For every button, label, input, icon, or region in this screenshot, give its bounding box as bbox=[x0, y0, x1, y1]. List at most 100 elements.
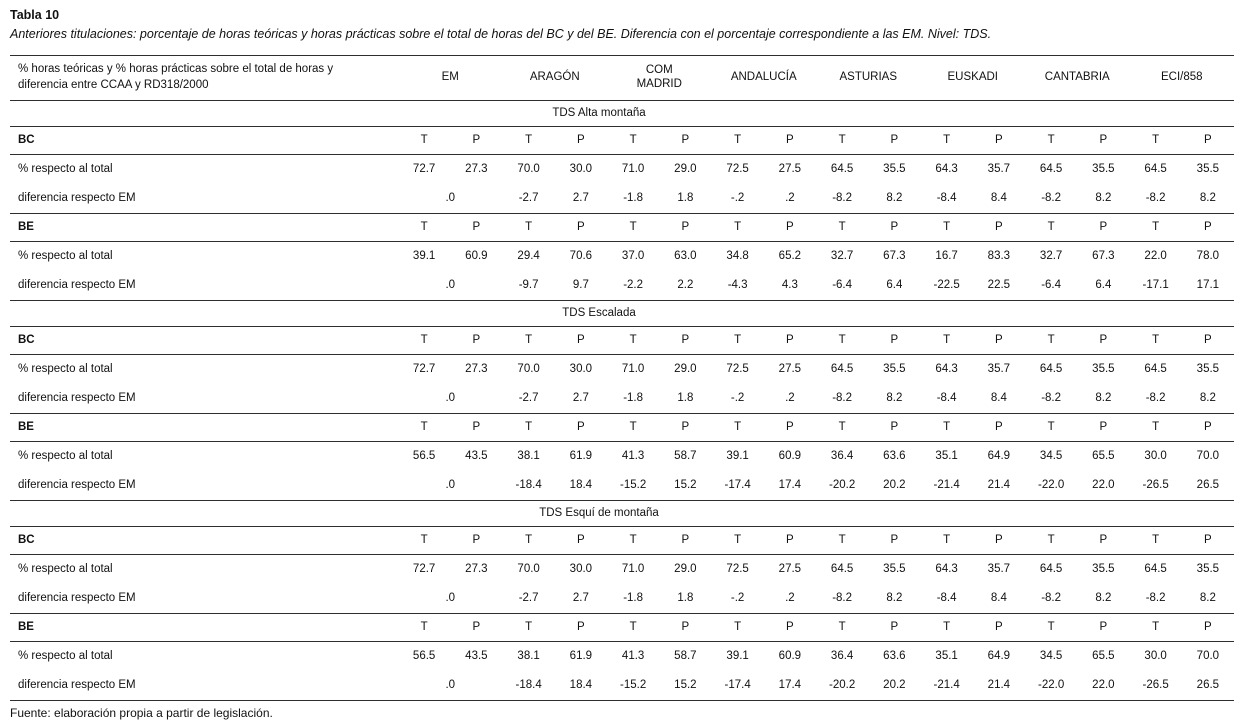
block-header-row: BC T P T P T P T P T P T P T P T P bbox=[10, 326, 1234, 355]
value-cell: 1.8 bbox=[659, 183, 712, 214]
value-cell: -15.2 bbox=[607, 670, 660, 701]
block-label: BE bbox=[10, 413, 398, 442]
value-cell: 64.5 bbox=[830, 163, 854, 176]
subcolumn-header: T bbox=[398, 413, 451, 442]
value-cell: -.2 bbox=[711, 383, 764, 414]
row-label-dif: diferencia respecto EM bbox=[10, 183, 398, 214]
subcolumn-header: P bbox=[1077, 126, 1130, 155]
value-cell: 2.7 bbox=[554, 383, 607, 414]
value-cell: 60.9 bbox=[465, 250, 488, 263]
subcolumn-header: P bbox=[554, 126, 607, 155]
value-cell: 34.8 bbox=[726, 250, 749, 263]
subcolumn-header: T bbox=[398, 613, 451, 642]
value-cell: 8.2 bbox=[1077, 383, 1130, 414]
subcolumn-header: T bbox=[502, 213, 555, 242]
value-cell: 71.0 bbox=[621, 563, 645, 576]
value-cell: 8.2 bbox=[1181, 583, 1234, 614]
subcolumn-header: P bbox=[868, 326, 921, 355]
value-cell: 8.2 bbox=[1077, 583, 1130, 614]
value-cell: 61.9 bbox=[569, 450, 593, 463]
value-cell: 8.2 bbox=[1181, 383, 1234, 414]
column-header: CANTABRIA bbox=[1025, 55, 1130, 101]
value-cell: -1.8 bbox=[607, 583, 660, 614]
value-cell: 27.5 bbox=[778, 363, 802, 376]
value-cell: -2.7 bbox=[502, 583, 555, 614]
value-cell: 64.5 bbox=[1144, 163, 1167, 176]
value-cell: -.2 bbox=[711, 183, 764, 214]
subcolumn-header: P bbox=[868, 126, 921, 155]
value-cell: 32.7 bbox=[830, 250, 854, 263]
value-cell: -8.2 bbox=[816, 383, 869, 414]
value-cell: 18.4 bbox=[554, 470, 607, 501]
value-cell: 38.1 bbox=[517, 450, 540, 463]
value-cell: -8.2 bbox=[1025, 383, 1078, 414]
subcolumn-header: T bbox=[920, 326, 973, 355]
subcolumn-header: P bbox=[972, 213, 1025, 242]
value-cell: 35.5 bbox=[1092, 163, 1115, 176]
value-cell: 39.1 bbox=[726, 650, 749, 663]
value-cell: 2.2 bbox=[659, 270, 712, 301]
value-cell: 35.5 bbox=[883, 163, 906, 176]
value-cell: 70.0 bbox=[517, 563, 540, 576]
subcolumn-header: T bbox=[607, 326, 660, 355]
value-cell: 72.7 bbox=[412, 363, 436, 376]
value-cell: 17.4 bbox=[763, 470, 816, 501]
value-cell: 27.5 bbox=[778, 163, 802, 176]
value-cell: -17.4 bbox=[711, 470, 764, 501]
subcolumn-header: P bbox=[868, 613, 921, 642]
value-cell: 58.7 bbox=[674, 650, 697, 663]
value-cell-merged: .0 bbox=[398, 470, 503, 501]
value-cell: 8.4 bbox=[972, 383, 1025, 414]
column-header: COM MADRID bbox=[607, 55, 712, 101]
value-cell: 29.0 bbox=[674, 363, 697, 376]
subcolumn-header: P bbox=[554, 326, 607, 355]
subcolumn-header: T bbox=[502, 126, 555, 155]
row-label-pct: % respecto al total bbox=[18, 650, 113, 663]
subcolumn-header: T bbox=[920, 526, 973, 555]
value-cell: 17.4 bbox=[763, 670, 816, 701]
value-cell: 63.6 bbox=[883, 450, 906, 463]
dif-row: diferencia respecto EM .0 -2.7 2.7 -1.8 1.8 -.… bbox=[10, 583, 1234, 614]
subcolumn-header: T bbox=[711, 526, 764, 555]
value-cell: 83.3 bbox=[987, 250, 1011, 263]
column-header: ANDALUCÍA bbox=[711, 55, 816, 101]
subcolumn-header: T bbox=[920, 413, 973, 442]
value-cell: 38.1 bbox=[517, 650, 540, 663]
subcolumn-header: T bbox=[502, 413, 555, 442]
value-cell: 65.5 bbox=[1092, 450, 1115, 463]
value-cell: 43.5 bbox=[465, 650, 488, 663]
value-cell: .2 bbox=[763, 383, 816, 414]
value-cell: 8.2 bbox=[1077, 183, 1130, 214]
section-title-cell: TDS Esquí de montaña bbox=[10, 500, 1234, 527]
table-head: % horas teóricas y % horas prácticas sob… bbox=[10, 55, 1234, 101]
value-cell: 35.7 bbox=[987, 363, 1011, 376]
value-cell: 15.2 bbox=[659, 470, 712, 501]
block-header-row: BE T P T P T P T P T P T P T P T P bbox=[10, 413, 1234, 442]
value-cell: 72.5 bbox=[726, 163, 749, 176]
subcolumn-header: P bbox=[763, 526, 816, 555]
value-cell: 1.8 bbox=[659, 583, 712, 614]
block-label: BC bbox=[10, 526, 398, 555]
subcolumn-header: T bbox=[920, 213, 973, 242]
subcolumn-header: T bbox=[1129, 413, 1182, 442]
value-cell: 30.0 bbox=[1144, 650, 1167, 663]
subcolumn-header: T bbox=[502, 326, 555, 355]
subcolumn-header: P bbox=[659, 413, 712, 442]
column-header: ASTURIAS bbox=[816, 55, 921, 101]
subcolumn-header: T bbox=[816, 526, 869, 555]
subcolumn-header: T bbox=[816, 213, 869, 242]
subcolumn-header: P bbox=[972, 613, 1025, 642]
subcolumn-header: P bbox=[1181, 413, 1234, 442]
value-cell: 9.7 bbox=[554, 270, 607, 301]
table-source-note: Fuente: elaboración propia a partir de l… bbox=[10, 705, 273, 720]
value-cell: 1.8 bbox=[659, 383, 712, 414]
value-cell: 70.0 bbox=[1196, 450, 1220, 463]
value-cell-merged: .0 bbox=[398, 183, 503, 214]
value-cell: 39.1 bbox=[726, 450, 749, 463]
subcolumn-header: P bbox=[1077, 526, 1130, 555]
value-cell: 61.9 bbox=[569, 650, 593, 663]
subcolumn-header: P bbox=[554, 413, 607, 442]
value-cell: -26.5 bbox=[1129, 670, 1182, 701]
value-cell: -.2 bbox=[711, 583, 764, 614]
